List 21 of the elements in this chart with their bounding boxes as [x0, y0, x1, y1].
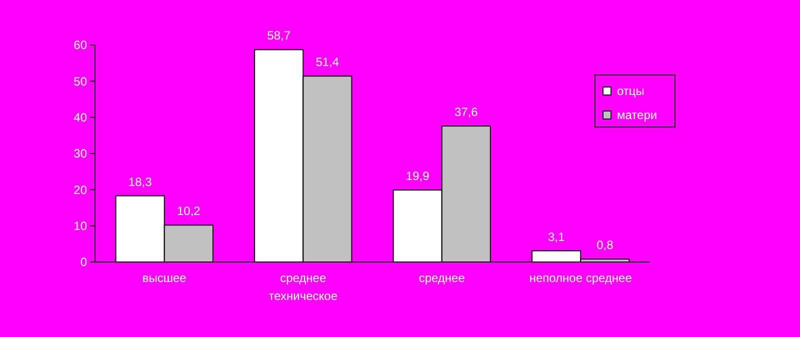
data-label: 37,6	[454, 105, 478, 120]
y-tick-label: 30	[74, 146, 88, 161]
data-label: 18,3	[128, 174, 152, 189]
x-tick-label: неполное среднее	[529, 271, 632, 285]
y-tick-label: 10	[74, 219, 88, 234]
legend-label: отцы	[617, 84, 644, 98]
y-tick-label: 50	[74, 74, 88, 88]
y-tick-label: 40	[74, 110, 88, 125]
x-tick-label: среднее	[418, 271, 466, 285]
data-label: 0,8	[596, 238, 614, 252]
data-label: 58,7	[267, 28, 291, 43]
x-tick-label: высшее	[142, 271, 187, 285]
x-tick-label: среднее техническое	[268, 271, 338, 303]
data-label: 10,2	[176, 204, 201, 218]
data-label: 3,1	[548, 230, 566, 244]
data-label: 19,9	[406, 169, 430, 184]
data-label: 51,4	[316, 55, 340, 70]
y-tick-label: 0	[80, 255, 88, 270]
y-tick-label: 20	[74, 182, 88, 197]
y-tick-label: 60	[74, 38, 88, 52]
legend-label: матери	[617, 108, 658, 122]
